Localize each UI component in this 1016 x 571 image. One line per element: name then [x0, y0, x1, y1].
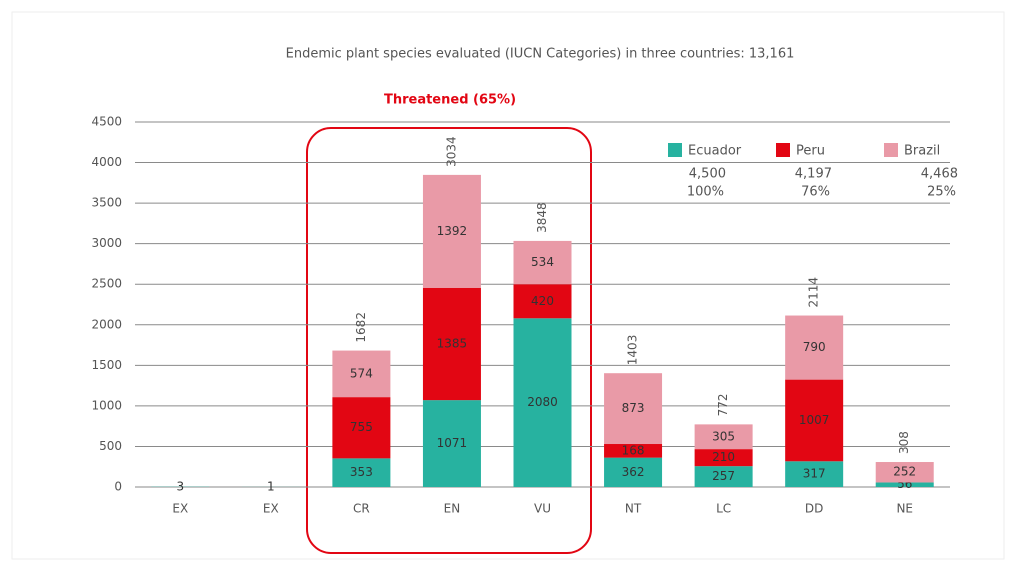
data-label: 1071 [437, 436, 468, 450]
bar-segment [422, 287, 481, 401]
x-tick-label: DD [805, 502, 823, 516]
bar-segment [332, 458, 391, 487]
bar-segment [875, 482, 934, 487]
data-label: 2080 [527, 395, 558, 409]
data-label: 305 [712, 429, 735, 443]
bar-segment [694, 466, 753, 487]
data-label: 252 [893, 465, 916, 479]
x-tick-label: EX [263, 502, 279, 516]
legend-percent: 100% [687, 185, 724, 200]
data-label: 1007 [799, 413, 830, 427]
data-label: 257 [712, 469, 735, 483]
legend-swatch [668, 143, 682, 157]
legend-percent: 76% [801, 185, 830, 200]
bar-segment [422, 400, 481, 487]
threatened-box [306, 127, 592, 554]
bar-segment [332, 397, 391, 459]
chart-title: Endemic plant species evaluated (IUCN Ca… [286, 47, 795, 62]
y-tick-label: 4500 [91, 115, 122, 129]
bar-segment [604, 373, 663, 445]
data-label: 755 [350, 420, 373, 434]
total-label: 1682 [354, 312, 368, 343]
bar-segment [785, 379, 844, 462]
legend-swatch [884, 143, 898, 157]
data-label: 1 [267, 479, 275, 493]
y-tick-label: 1000 [91, 398, 122, 412]
data-label: 210 [712, 450, 735, 464]
x-tick-label: VU [534, 502, 551, 516]
legend-label: Ecuador [688, 144, 742, 159]
bar-segment [332, 350, 391, 398]
data-label: 362 [622, 465, 645, 479]
total-label: 3034 [444, 136, 458, 167]
y-tick-label: 2000 [91, 317, 122, 331]
y-tick-label: 2500 [91, 277, 122, 291]
y-tick-label: 0 [114, 480, 122, 494]
y-tick-label: 1500 [91, 358, 122, 372]
bar-segment [513, 284, 572, 319]
y-tick-label: 3500 [91, 196, 122, 210]
x-tick-label: EX [172, 502, 188, 516]
total-label: 1403 [626, 335, 640, 366]
y-tick-label: 4000 [91, 155, 122, 169]
data-label: 1385 [437, 336, 468, 350]
y-tick-label: 500 [99, 439, 122, 453]
bar-segment [604, 457, 663, 487]
annotation: Threatened (65%) [384, 93, 516, 108]
y-tick-label: 3000 [91, 236, 122, 250]
legend-total: 4,468 [921, 167, 958, 182]
data-label: 353 [350, 465, 373, 479]
data-label: 1392 [437, 224, 468, 238]
legend-label: Brazil [904, 144, 940, 159]
bar-segment [875, 462, 934, 483]
data-label: 790 [803, 340, 826, 354]
data-label: 534 [531, 255, 554, 269]
bar-segment [694, 424, 753, 450]
x-tick-label: EN [444, 502, 461, 516]
legend-swatch [776, 143, 790, 157]
x-tick-label: NT [625, 502, 642, 516]
total-label: 308 [897, 431, 911, 454]
legend-percent: 25% [927, 185, 956, 200]
bar-segment [785, 461, 844, 487]
data-label: 3 [176, 479, 184, 493]
legend-label: Peru [796, 144, 825, 159]
bar-segment [604, 444, 663, 458]
legend-total: 4,500 [689, 167, 726, 182]
x-tick-label: CR [353, 502, 370, 516]
bar-segment [694, 449, 753, 467]
x-tick-label: LC [716, 502, 731, 516]
bar-segment [422, 174, 481, 288]
bar-segment [785, 315, 844, 380]
bar-segment [513, 240, 572, 285]
bar-segment [513, 318, 572, 487]
data-label: 873 [622, 401, 645, 415]
data-label: 420 [531, 294, 554, 308]
x-tick-label: NE [896, 502, 913, 516]
legend-total: 4,197 [795, 167, 832, 182]
total-label: 3848 [535, 202, 549, 233]
data-label: 317 [803, 467, 826, 481]
total-label: 772 [716, 393, 730, 416]
data-label: 574 [350, 366, 373, 380]
data-label: 168 [622, 443, 645, 457]
total-label: 2114 [807, 277, 821, 308]
